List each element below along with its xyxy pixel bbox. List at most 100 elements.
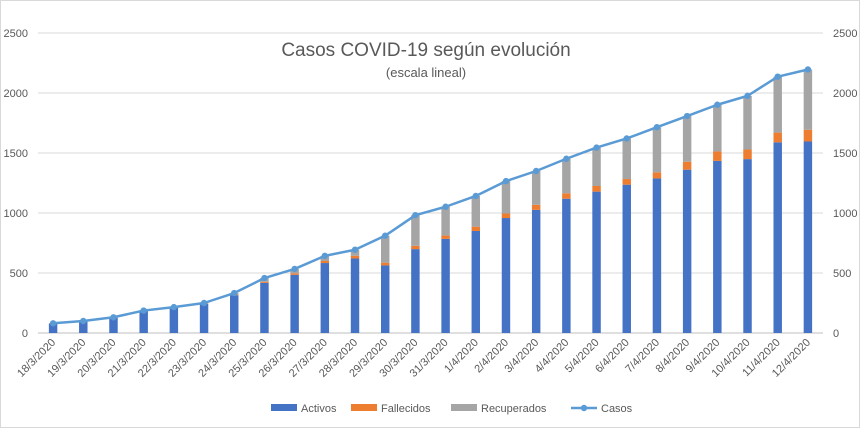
point-casos xyxy=(80,317,87,325)
bar-fallecidos xyxy=(592,186,601,192)
bar-fallecidos xyxy=(501,213,511,219)
point-casos xyxy=(200,299,208,307)
bar-recuperados xyxy=(682,116,692,162)
bar-recuperados xyxy=(441,206,450,236)
bar-activos xyxy=(290,274,299,333)
y2-tick-label: 1000 xyxy=(833,208,857,220)
bar-fallecidos xyxy=(380,262,390,266)
bar-recuperados xyxy=(713,104,722,152)
point-casos xyxy=(744,92,751,100)
bar-activos xyxy=(562,198,571,333)
bar-activos xyxy=(773,142,782,333)
bar-fallecidos xyxy=(471,226,481,231)
line-group xyxy=(49,66,812,327)
point-casos xyxy=(714,101,721,108)
bar-activos xyxy=(411,249,420,333)
point-casos xyxy=(351,246,359,253)
gridlines xyxy=(38,32,823,334)
bar-activos xyxy=(531,209,541,333)
y2-tick-label: 2000 xyxy=(833,88,857,100)
bar-activos xyxy=(592,191,601,333)
bar-fallecidos xyxy=(531,204,541,210)
point-casos xyxy=(231,289,238,297)
bar-fallecidos xyxy=(803,129,813,142)
bar-activos xyxy=(109,317,118,333)
point-casos xyxy=(382,232,389,239)
point-casos xyxy=(49,320,57,327)
bar-activos xyxy=(320,263,330,333)
bar-recuperados xyxy=(531,171,541,205)
point-casos xyxy=(261,274,268,282)
bar-recuperados xyxy=(803,69,813,130)
bar-fallecidos xyxy=(713,151,722,161)
legend-swatch-activos xyxy=(271,404,297,411)
legend-swatch-fallecidos xyxy=(351,404,377,411)
line-casos xyxy=(53,68,809,325)
y-tick-label: 1000 xyxy=(4,208,28,220)
bar-recuperados xyxy=(652,127,662,173)
legend-swatch-recuperados xyxy=(451,404,477,411)
bar-activos xyxy=(380,265,390,333)
y2-tick-label: 0 xyxy=(833,328,839,340)
point-casos xyxy=(291,265,298,273)
bar-activos xyxy=(48,323,58,333)
point-casos xyxy=(472,192,479,200)
point-casos xyxy=(563,155,570,162)
bar-fallecidos xyxy=(260,281,269,283)
bar-recuperados xyxy=(562,158,571,194)
bar-activos xyxy=(622,184,631,333)
bar-recuperados xyxy=(471,195,481,227)
x-axis: 18/3/202019/3/202020/3/202021/3/202022/3… xyxy=(15,337,813,380)
bar-fallecidos xyxy=(441,235,450,239)
point-casos xyxy=(170,303,178,311)
y-axis-left: 0 500 1000 1500 2000 2500 xyxy=(4,28,28,340)
bar-fallecidos xyxy=(320,261,330,264)
legend-label-casos: Casos xyxy=(601,403,633,415)
point-casos xyxy=(412,211,419,219)
legend-label-recuperados: Recuperados xyxy=(481,403,547,415)
point-casos xyxy=(442,203,449,210)
bar-activos xyxy=(501,218,511,333)
y2-tick-label: 2500 xyxy=(833,28,857,40)
bar-recuperados xyxy=(380,235,390,263)
bar-activos xyxy=(713,160,722,333)
y-tick-label: 0 xyxy=(22,328,28,340)
bar-activos xyxy=(350,258,360,333)
legend-label-fallecidos: Fallecidos xyxy=(381,403,431,415)
chart-subtitle: (escala lineal) xyxy=(386,65,466,80)
point-casos xyxy=(804,66,812,73)
bar-recuperados xyxy=(411,215,420,246)
bar-activos xyxy=(79,321,88,333)
bar-activos xyxy=(199,303,209,333)
bar-activos xyxy=(260,282,269,333)
bar-activos xyxy=(682,169,692,333)
bars-group xyxy=(48,69,813,333)
point-casos xyxy=(110,314,117,321)
bar-activos xyxy=(230,295,239,333)
y-tick-label: 1500 xyxy=(4,148,28,160)
bar-activos xyxy=(441,238,450,333)
y-axis-right: 0 500 1000 1500 2000 2500 xyxy=(833,28,857,340)
point-casos xyxy=(653,124,661,131)
y-tick-label: 500 xyxy=(10,268,28,280)
point-casos xyxy=(623,135,630,142)
bar-fallecidos xyxy=(682,161,692,170)
bar-activos xyxy=(743,159,752,333)
bar-fallecidos xyxy=(411,245,420,250)
y-tick-label: 2500 xyxy=(4,28,28,40)
bar-activos xyxy=(803,141,813,333)
bar-recuperados xyxy=(592,147,601,186)
y-tick-label: 2000 xyxy=(4,88,28,100)
bar-fallecidos xyxy=(622,179,631,185)
bar-recuperados xyxy=(743,95,752,150)
legend-marker-casos xyxy=(580,404,588,412)
y2-tick-label: 1500 xyxy=(833,148,857,160)
legend-label-activos: Activos xyxy=(301,403,337,415)
bar-recuperados xyxy=(773,76,782,133)
bar-fallecidos xyxy=(652,172,662,179)
bar-fallecidos xyxy=(562,193,571,199)
point-casos xyxy=(140,307,147,314)
bar-activos xyxy=(471,231,481,333)
